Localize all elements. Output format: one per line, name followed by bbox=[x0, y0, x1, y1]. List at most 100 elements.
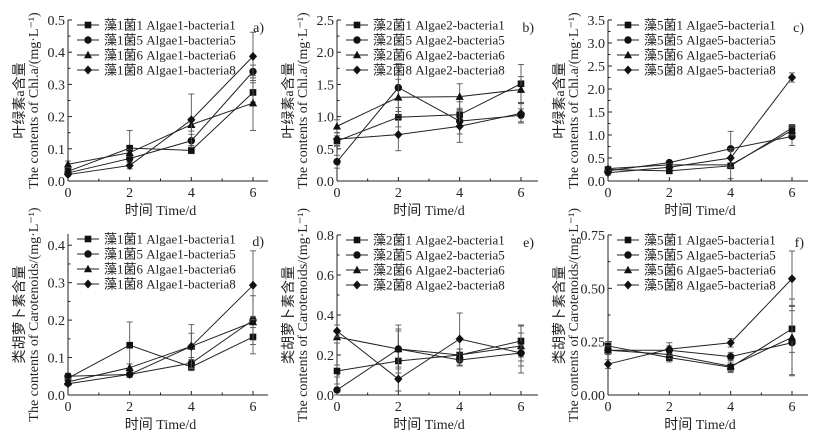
y-tick-label: 0.75 bbox=[581, 229, 606, 244]
data-point bbox=[726, 153, 735, 163]
chart-panel-b: 0.0 0.5 1.0 1.5 2.0 2.5 0 2 4 6 时间 Time/d 叶绿素a含量 The… bbox=[281, 12, 538, 219]
data-point bbox=[787, 126, 797, 134]
y-tick-label: 0.0 bbox=[48, 389, 66, 404]
data-point bbox=[726, 361, 735, 370]
data-point bbox=[726, 338, 735, 348]
chart-panel-e: 0.0 0.2 0.4 0.6 0.8 0 2 4 6 时间 Time/d 类胡萝卜素含量 The c… bbox=[281, 208, 538, 433]
y-axis-label-en: The contents of Carotenoids/(mg·L⁻¹) bbox=[567, 208, 582, 422]
x-tick-label: 6 bbox=[789, 400, 796, 415]
y-tick-label: 2.0 bbox=[317, 46, 335, 61]
legend-entry: 藻2菌6 Algae2-bacteria6 bbox=[373, 263, 505, 278]
legend-marker bbox=[83, 279, 93, 289]
legend-marker bbox=[352, 65, 362, 75]
series-4 bbox=[603, 72, 797, 178]
x-tick-label: 4 bbox=[188, 186, 195, 201]
x-tick-label: 4 bbox=[727, 186, 734, 201]
data-point bbox=[726, 352, 735, 361]
series-4 bbox=[63, 250, 258, 389]
legend-entry: 藻1菌6 Algae1-bacteria6 bbox=[104, 262, 236, 277]
chart-panel-d: 0.0 0.1 0.2 0.3 0.4 0 2 4 6 时间 Time/d 类胡萝卜素含量 The c… bbox=[12, 207, 268, 433]
series-line bbox=[67, 71, 254, 174]
series-1 bbox=[333, 324, 525, 392]
y-axis-label-cn: 叶绿素a含量 bbox=[281, 62, 297, 138]
data-point bbox=[394, 92, 403, 101]
data-point bbox=[333, 367, 341, 375]
series-line bbox=[607, 336, 793, 367]
chart-panel-f: 0.00 0.25 0.50 0.75 0 2 4 6 时间 Time/d 类胡萝卜素含量 The … bbox=[552, 208, 808, 433]
legend-entry: 藻1菌1 Algae1-bacteria1 bbox=[104, 18, 236, 33]
y-axis-label-en: The contents of Carotenoids/(mg·L⁻¹) bbox=[296, 208, 311, 422]
panel-label: c) bbox=[793, 21, 804, 36]
y-tick-label: 0.3 bbox=[48, 78, 66, 93]
y-tick-label: 1.0 bbox=[317, 111, 335, 126]
data-point bbox=[248, 51, 258, 61]
legend-marker bbox=[623, 265, 633, 274]
legend-entry: 藻1菌6 Algae1-bacteria6 bbox=[104, 48, 236, 63]
legend-entry: 藻2菌1 Algae2-bacteria1 bbox=[373, 233, 505, 248]
data-point bbox=[248, 317, 258, 326]
y-axis-label-cn: 类胡萝卜素含量 bbox=[281, 266, 297, 364]
y-axis-label-cn: 类胡萝卜素含量 bbox=[552, 266, 568, 364]
data-point bbox=[787, 73, 797, 82]
legend-marker bbox=[623, 65, 633, 75]
series-1 bbox=[604, 304, 796, 372]
legend-marker bbox=[84, 21, 92, 29]
data-point bbox=[248, 280, 258, 290]
legend-entry: 藻5菌6 Algae5-bacteria6 bbox=[644, 263, 776, 278]
y-tick-label: 0.2 bbox=[48, 111, 66, 126]
series-4 bbox=[63, 31, 258, 180]
y-tick-label: 0.4 bbox=[48, 239, 66, 254]
series-line bbox=[607, 135, 793, 172]
legend-marker bbox=[353, 36, 361, 44]
x-tick-label: 0 bbox=[605, 400, 612, 415]
x-tick-label: 6 bbox=[789, 186, 796, 201]
y-tick-label: 0.1 bbox=[48, 352, 66, 367]
panel-label: d) bbox=[252, 235, 264, 250]
legend-entry: 藻5菌8 Algae5-bacteria8 bbox=[644, 63, 776, 78]
legend-marker bbox=[623, 280, 633, 290]
data-point bbox=[333, 386, 341, 394]
chart-panel-a: 0.0 0.1 0.2 0.3 0.4 0.5 0 2 4 6 时间 Time/d 叶绿素a含量 The… bbox=[12, 12, 268, 219]
data-point bbox=[516, 108, 526, 118]
data-point bbox=[516, 348, 526, 358]
y-tick-label: 0.2 bbox=[48, 314, 66, 329]
series-4 bbox=[603, 250, 797, 369]
y-tick-label: 0.0 bbox=[48, 175, 66, 190]
data-point bbox=[125, 154, 134, 163]
x-axis-label: 时间 Time/d bbox=[125, 203, 196, 219]
chart-panel-c: 0.0 0.5 1.0 1.5 2.0 2.5 3.0 3.5 0 2 4 6 时间 Time/d 叶绿素… bbox=[552, 12, 808, 219]
legend-entry: 藻2菌5 Algae2-bacteria5 bbox=[373, 248, 505, 263]
data-point bbox=[126, 144, 133, 152]
data-point bbox=[248, 98, 258, 107]
y-axis-label-en: The contents of Chl.a/(mg·L⁻¹) bbox=[296, 12, 311, 189]
series-line bbox=[336, 336, 522, 356]
legend-entry: 藻2菌1 Algae2-bacteria1 bbox=[373, 18, 505, 33]
data-point bbox=[333, 157, 341, 166]
x-axis-label: 时间 Time/d bbox=[125, 417, 196, 433]
y-tick-label: 1.5 bbox=[588, 106, 606, 121]
x-tick-label: 6 bbox=[250, 400, 257, 415]
series-3 bbox=[603, 298, 797, 377]
data-point bbox=[455, 92, 464, 100]
x-tick-label: 2 bbox=[126, 400, 133, 415]
legend-marker bbox=[353, 251, 361, 259]
legend-marker bbox=[623, 50, 633, 59]
y-tick-label: 0.0 bbox=[317, 175, 335, 190]
series-line bbox=[607, 278, 793, 365]
data-point bbox=[125, 363, 134, 371]
y-axis-label-en: The contents of Chl.a/(mg·L⁻¹) bbox=[27, 12, 42, 189]
data-point bbox=[188, 147, 195, 154]
data-point bbox=[603, 168, 613, 178]
y-tick-label: 0.4 bbox=[317, 309, 335, 324]
series-line bbox=[67, 284, 254, 385]
series-line bbox=[336, 83, 522, 142]
legend-marker bbox=[83, 65, 93, 75]
data-point bbox=[394, 130, 403, 140]
series-line bbox=[608, 342, 793, 358]
data-point bbox=[603, 345, 613, 354]
legend-entry: 藻5菌8 Algae5-bacteria8 bbox=[644, 278, 776, 293]
